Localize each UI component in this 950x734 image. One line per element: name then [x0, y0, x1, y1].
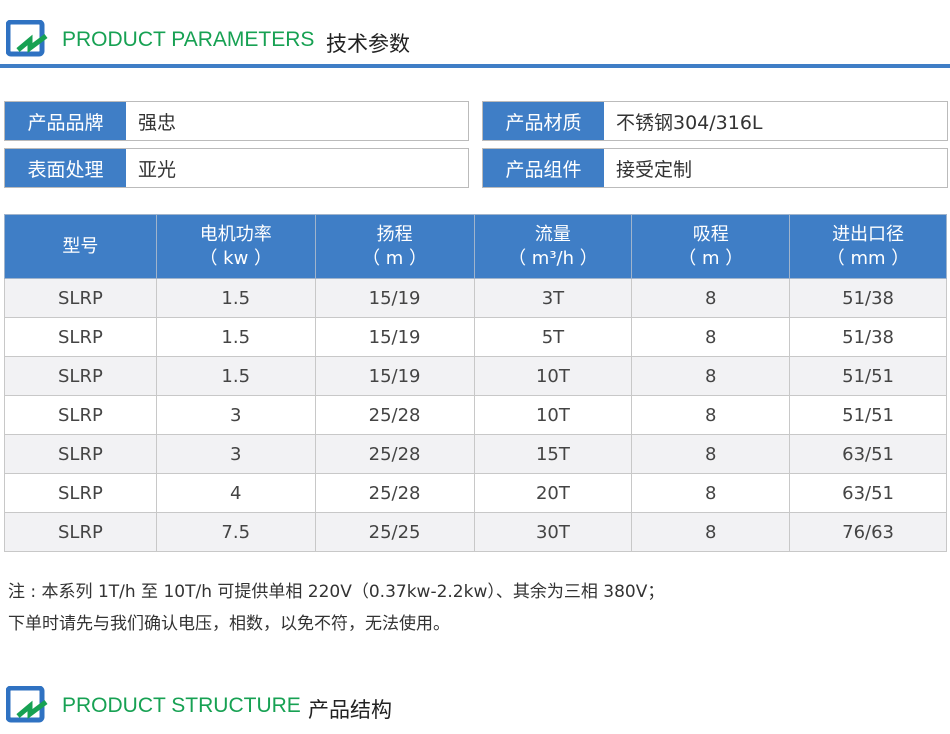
table-cell: 15/19 — [314, 317, 475, 357]
table-cell: 3 — [155, 434, 316, 474]
section-title-en: PRODUCT PARAMETERS — [62, 28, 315, 51]
header-unit: （ m ） — [678, 247, 744, 269]
table-cell: 4 — [155, 473, 316, 513]
info-value: 亚光 — [138, 158, 177, 181]
table-cell: SLRP — [4, 317, 157, 357]
table-cell: 8 — [631, 278, 791, 318]
table-cell: 1.5 — [155, 356, 316, 396]
section-title-cn: 产品结构 — [308, 698, 392, 722]
table-cell: 8 — [631, 317, 791, 357]
table-cell: SLRP — [4, 512, 157, 552]
table-cell: 51/51 — [789, 395, 947, 435]
table-row: SLRP 3 25/28 10T 8 51/51 — [4, 395, 947, 435]
table-cell: 3T — [473, 278, 633, 318]
header-label: 吸程 — [692, 223, 729, 245]
column-header: 吸程（ m ） — [631, 214, 791, 279]
table-cell: 20T — [473, 473, 633, 513]
table-cell: 15/19 — [314, 278, 475, 318]
table-cell: 25/28 — [314, 473, 475, 513]
logo-icon — [6, 20, 48, 57]
info-key: 表面处理 — [5, 149, 126, 187]
section-header-structure: PRODUCT STRUCTURE 产品结构 — [0, 686, 950, 726]
table-cell: 51/38 — [789, 278, 947, 318]
table-cell: SLRP — [4, 395, 157, 435]
table-cell: 76/63 — [789, 512, 947, 552]
logo-icon — [6, 686, 48, 723]
column-header: 电机功率（ kw ） — [155, 214, 316, 279]
info-key: 产品材质 — [483, 102, 604, 140]
info-value: 接受定制 — [616, 158, 693, 181]
column-header: 进出口径（ mm ） — [789, 214, 947, 279]
header-unit: （ m³/h ） — [508, 247, 598, 269]
info-material: 产品材质 不锈钢304/316L — [482, 101, 948, 141]
column-header: 型号 — [4, 214, 157, 279]
table-cell: 3 — [155, 395, 316, 435]
header-label: 流量 — [534, 223, 571, 245]
table-cell: 8 — [631, 356, 791, 396]
table-row: SLRP 1.5 15/19 3T 8 51/38 — [4, 278, 947, 318]
header-unit: （ kw ） — [199, 247, 273, 269]
divider — [0, 64, 950, 68]
table-cell: 10T — [473, 395, 633, 435]
table-cell: 5T — [473, 317, 633, 357]
table-cell: 7.5 — [155, 512, 316, 552]
table-cell: 10T — [473, 356, 633, 396]
table-cell: 15T — [473, 434, 633, 474]
table-cell: SLRP — [4, 356, 157, 396]
table-cell: SLRP — [4, 434, 157, 474]
table-row: SLRP 7.5 25/25 30T 8 76/63 — [4, 512, 947, 552]
table-cell: SLRP — [4, 278, 157, 318]
table-cell: 25/25 — [314, 512, 475, 552]
note: 注 : 本系列 1T/h 至 10T/h 可提供单相 220V（0.37kw-2… — [8, 576, 664, 640]
table-cell: 30T — [473, 512, 633, 552]
section-header-parameters: PRODUCT PARAMETERS 技术参数 — [0, 20, 950, 60]
table-cell: 63/51 — [789, 473, 947, 513]
table-cell: 8 — [631, 395, 791, 435]
header-unit: （ m ） — [362, 247, 428, 269]
table-cell: 51/51 — [789, 356, 947, 396]
note-line: 注 : 本系列 1T/h 至 10T/h 可提供单相 220V（0.37kw-2… — [8, 582, 665, 602]
table-cell: 63/51 — [789, 434, 947, 474]
section-title-en: PRODUCT STRUCTURE — [62, 694, 301, 717]
table-row: SLRP 4 25/28 20T 8 63/51 — [4, 473, 947, 513]
table-cell: 51/38 — [789, 317, 947, 357]
table-cell: 8 — [631, 512, 791, 552]
table-cell: 15/19 — [314, 356, 475, 396]
info-brand: 产品品牌 强忠 — [4, 101, 469, 141]
header-label: 进出口径 — [832, 223, 905, 245]
table-cell: 8 — [631, 434, 791, 474]
parameters-table: 型号 电机功率（ kw ）扬程（ m ）流量（ m³/h ）吸程（ m ）进出口径… — [4, 214, 947, 552]
column-header: 扬程（ m ） — [314, 214, 475, 279]
section-title-cn: 技术参数 — [326, 32, 410, 56]
header-unit: （ mm ） — [826, 247, 910, 269]
info-value: 强忠 — [138, 111, 177, 134]
info-components: 产品组件 接受定制 — [482, 148, 948, 188]
info-key: 产品品牌 — [5, 102, 126, 140]
column-header: 流量（ m³/h ） — [473, 214, 633, 279]
header-label: 型号 — [62, 235, 99, 257]
info-key: 产品组件 — [483, 149, 604, 187]
table-row: SLRP 1.5 15/19 5T 8 51/38 — [4, 317, 947, 357]
table-cell: 25/28 — [314, 395, 475, 435]
note-line: 下单时请先与我们确认电压，相数，以免不符，无法使用。 — [8, 614, 450, 634]
table-row: SLRP 3 25/28 15T 8 63/51 — [4, 434, 947, 474]
header-label: 扬程 — [376, 223, 413, 245]
table-cell: 1.5 — [155, 278, 316, 318]
header-label: 电机功率 — [199, 223, 272, 245]
table-row: SLRP 1.5 15/19 10T 8 51/51 — [4, 356, 947, 396]
info-value: 不锈钢304/316L — [616, 111, 763, 134]
table-cell: SLRP — [4, 473, 157, 513]
table-cell: 1.5 — [155, 317, 316, 357]
info-surface: 表面处理 亚光 — [4, 148, 469, 188]
table-cell: 25/28 — [314, 434, 475, 474]
table-cell: 8 — [631, 473, 791, 513]
